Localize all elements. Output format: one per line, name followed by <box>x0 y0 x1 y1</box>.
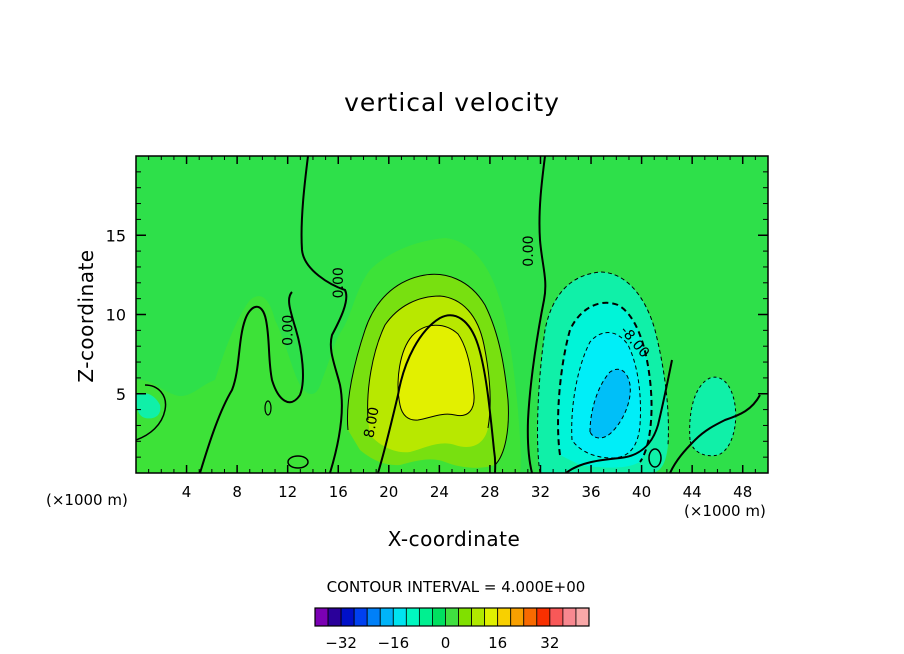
contour-zero-line-3 <box>199 291 304 473</box>
contour-label-0: 0.00 <box>331 267 347 298</box>
colorbar-swatch-7 <box>405 607 420 627</box>
x-tick-label-0: 4 <box>182 483 192 501</box>
colorbar-swatch-12 <box>471 607 486 627</box>
contour-fill-cell-left <box>136 393 161 419</box>
x-tick-label-9: 40 <box>632 483 651 501</box>
x-tick-label-1: 8 <box>232 483 242 501</box>
colorbar-swatch-1 <box>327 607 342 627</box>
contour-zero-line-1 <box>300 156 348 473</box>
y-tick-label-1: 10 <box>106 306 126 325</box>
contour-zero-line-4 <box>377 314 497 473</box>
x-tick-label-2: 12 <box>278 483 297 501</box>
y-ticks: 5 10 15 <box>106 171 768 458</box>
colorbar-swatch-8 <box>418 607 433 627</box>
colorbar-tick-label-1: −16 <box>377 634 409 652</box>
contour-fill-cell-right <box>689 377 736 456</box>
contour-left-edge <box>136 384 167 441</box>
colorbar-tick-label-2: 0 <box>441 634 451 652</box>
contour-positive-line-3 <box>397 324 475 421</box>
colorbar-swatch-0 <box>314 607 329 627</box>
colorbar-tick-label-0: −32 <box>325 634 357 652</box>
contour-small-cell-3 <box>264 400 272 416</box>
colorbar-swatch-15 <box>510 607 525 627</box>
contour-negative-line-4 <box>589 368 631 439</box>
contour-fill-downdraft-neg16 <box>590 369 631 438</box>
contour-interval-text: CONTOUR INTERVAL = 4.000E+00 <box>326 578 586 596</box>
x-tick-label-7: 32 <box>531 483 550 501</box>
colorbar-swatch-10 <box>445 607 459 627</box>
colorbar-swatch-20 <box>575 607 590 627</box>
colorbar-tick-label-3: 16 <box>488 634 507 652</box>
x-unit-label-left: (×1000 m) <box>46 491 128 509</box>
colorbar: −32 −16 0 16 32 <box>314 607 590 652</box>
chart-title: vertical velocity <box>344 88 560 117</box>
x-tick-label-8: 36 <box>581 483 600 501</box>
x-tick-label-6: 28 <box>480 483 499 501</box>
colorbar-swatch-4 <box>366 607 381 627</box>
contour-positive-line-1 <box>346 273 509 466</box>
x-axis-label: X-coordinate <box>387 527 521 551</box>
contour-label-2: 0.00 <box>521 236 537 267</box>
colorbar-swatch-16 <box>523 607 538 627</box>
colorbar-swatch-6 <box>392 607 407 627</box>
colorbar-swatch-5 <box>379 607 394 627</box>
contour-fill-updraft-16 <box>398 325 475 421</box>
contour-negative-line-1 <box>537 271 669 473</box>
contour-negative-line-3 <box>571 332 641 459</box>
colorbar-swatch-17 <box>536 607 551 627</box>
x-tick-label-4: 20 <box>379 483 398 501</box>
x-tick-label-10: 44 <box>683 483 702 501</box>
contour-label-3: 8.00 <box>362 406 383 439</box>
contour-small-cell-2 <box>287 455 309 469</box>
colorbar-swatch-11 <box>458 607 472 627</box>
x-tick-label-11: 48 <box>733 483 752 501</box>
colorbar-swatch-19 <box>562 607 577 627</box>
colorbar-swatch-14 <box>497 607 512 627</box>
colorbar-swatch-18 <box>549 607 564 627</box>
contour-negative-line-2 <box>557 301 653 463</box>
colorbar-swatch-2 <box>340 607 355 627</box>
x-tick-label-3: 16 <box>329 483 348 501</box>
x-unit-label-right: (×1000 m) <box>684 502 766 520</box>
colorbar-swatch-9 <box>432 607 446 627</box>
contour-lines <box>136 156 761 473</box>
contour-negative-line-5 <box>689 376 737 457</box>
y-tick-label-2: 15 <box>106 226 126 245</box>
y-axis-label: Z-coordinate <box>74 249 98 383</box>
y-tick-label-0: 5 <box>116 385 126 404</box>
contour-zero-line-6 <box>669 394 761 473</box>
colorbar-frame <box>314 607 590 627</box>
colorbar-swatch-13 <box>484 607 499 627</box>
contour-small-cell-1 <box>648 448 662 468</box>
x-ticks: 4 8 12 16 20 24 28 32 36 40 44 48 <box>148 156 756 501</box>
contour-positive-line-2 <box>367 295 491 429</box>
contour-zero-line-2 <box>526 156 547 473</box>
colorbar-tick-label-4: 32 <box>540 634 559 652</box>
contour-label-1: 0.00 <box>281 315 297 346</box>
colorbar-swatch-3 <box>353 607 368 627</box>
x-tick-label-5: 24 <box>430 483 449 501</box>
